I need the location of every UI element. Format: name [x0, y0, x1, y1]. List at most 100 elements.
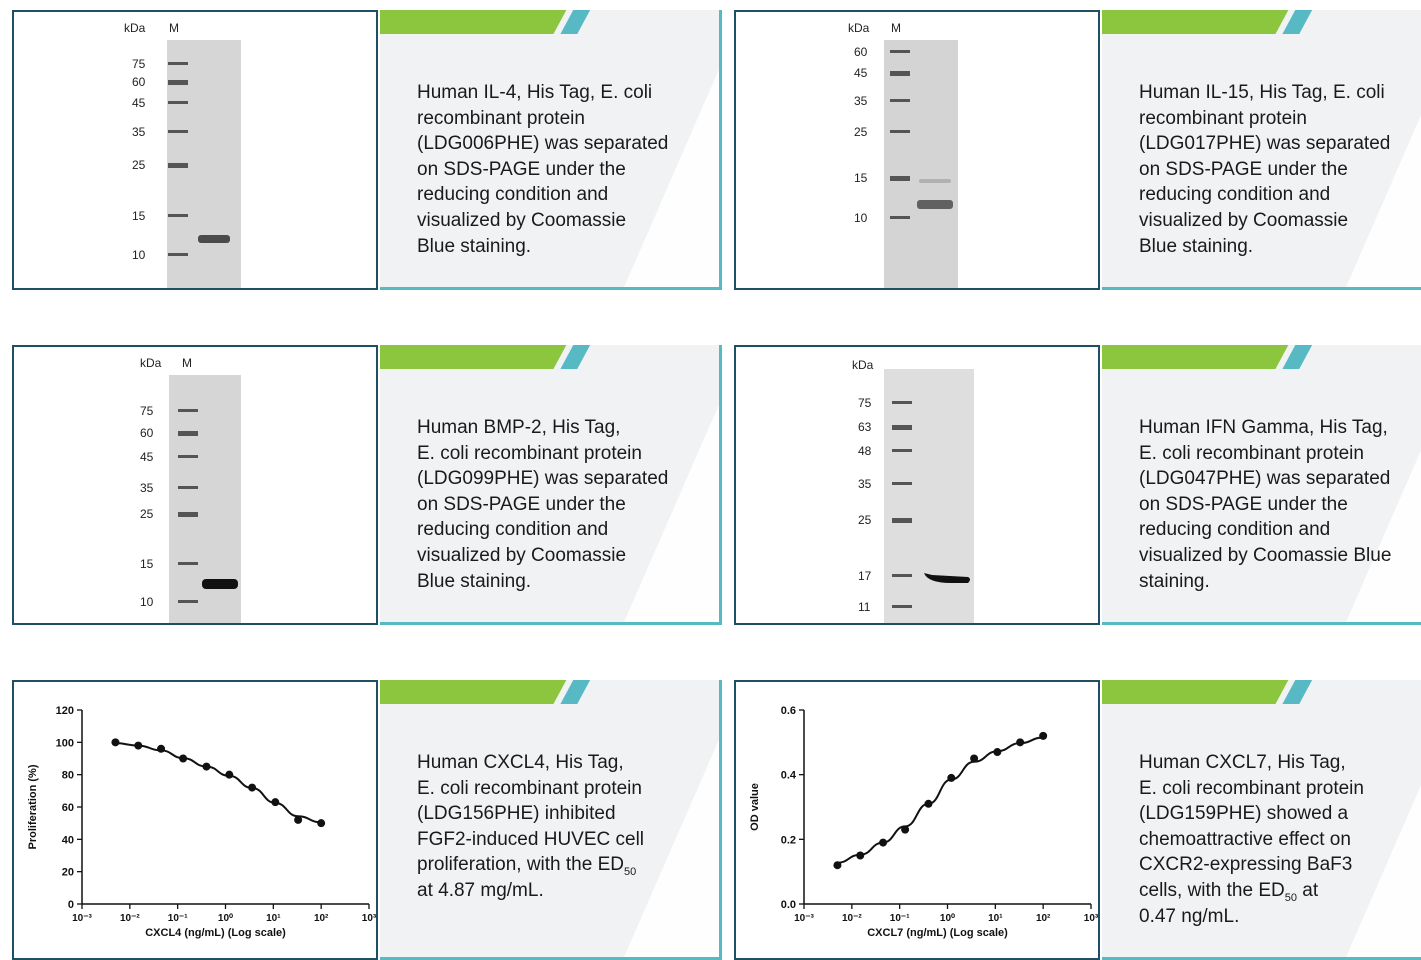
description-line: Human IFN Gamma, His Tag,: [1139, 417, 1388, 438]
description-line: reducing condition and: [417, 184, 609, 206]
chart-cxcl4-svg: 0 20 40 60 80 100 120 10⁻³ 10⁻² 10⁻¹ 10⁰ 10¹ 10² 10³ C…: [27, 705, 377, 939]
gel-image-il15: kDa M 60 45 35 25 15 10: [734, 10, 1100, 290]
marker-label: 17: [858, 569, 872, 583]
description-line: Blue staining.: [1139, 235, 1254, 257]
desc-panel-bmp2: Human BMP-2, His Tag, E. coli recombinant…: [380, 345, 722, 625]
marker-label: 15: [140, 557, 154, 571]
card-cxcl4: 0 20 40 60 80 100 120 10⁻³ 10⁻² 10⁻¹ 10⁰ 10¹ 10² 10³ C…: [12, 680, 722, 960]
description-line: Human IL-4, His Tag, E. coli: [417, 82, 653, 103]
x-axis-label: CXCL4 (ng/mL) (Log scale): [145, 927, 286, 939]
marker-band: [178, 512, 198, 517]
description-line: on SDS-PAGE under the: [1139, 493, 1348, 515]
description-line: Human IL-15, His Tag, E. coli: [1139, 82, 1385, 103]
description-line: (LDG156PHE) inhibited: [417, 803, 616, 825]
ed50-subscript: 50: [1284, 891, 1297, 904]
description-line: on SDS-PAGE under the: [417, 493, 626, 515]
marker-label: 35: [858, 477, 872, 491]
y-tick-label: 0.4: [781, 770, 797, 782]
y-tick-label: 0.6: [781, 705, 796, 717]
description-line: on SDS-PAGE under the: [417, 158, 626, 180]
marker-label: 15: [854, 171, 868, 185]
data-point: [157, 744, 166, 753]
description-line: staining.: [1139, 570, 1210, 592]
y-axis-label: OD value: [749, 783, 761, 831]
y-tick-label: 100: [56, 737, 74, 749]
marker-label: 60: [854, 45, 868, 59]
marker-label: 63: [858, 420, 872, 434]
card-bmp2: kDa M 75 60 45 35 25 15 10 Human BMP-2, His Ta…: [12, 345, 722, 625]
card-cxcl7: 0.0 0.2 0.4 0.6 10⁻³ 10⁻² 10⁻¹ 10⁰ 10¹ 10² 10³ CXCL…: [734, 680, 1421, 960]
marker-band: [892, 401, 912, 404]
x-tick-label: 10⁻²: [842, 913, 862, 924]
description-line: (LDG099PHE) was separated: [417, 468, 669, 490]
data-point: [833, 861, 842, 870]
y-tick-label: 0: [68, 899, 74, 911]
chart-cxcl4: 0 20 40 60 80 100 120 10⁻³ 10⁻² 10⁻¹ 10⁰ 10¹ 10² 10³ C…: [12, 680, 378, 960]
marker-label: 60: [132, 75, 146, 89]
data-point: [271, 798, 280, 807]
data-point: [1039, 731, 1048, 740]
description-line: visualized by Coomassie Blue: [1139, 544, 1392, 566]
gel-kda-label: kDa: [140, 356, 162, 370]
data-point: [879, 838, 888, 847]
protein-band: [202, 579, 238, 589]
marker-label: 35: [132, 125, 146, 139]
desc-panel-cxcl4: Human CXCL4, His Tag, E. coli recombinant…: [380, 680, 722, 960]
marker-band: [168, 62, 188, 65]
marker-band: [178, 600, 198, 603]
marker-band: [890, 216, 910, 219]
gel-m-label: M: [182, 356, 192, 370]
description-line: Blue staining.: [417, 235, 532, 257]
description-il15: Human IL-15, His Tag, E. coli recombinant…: [1139, 80, 1421, 259]
marker-band: [168, 163, 188, 168]
marker-band: [168, 80, 188, 85]
y-tick-label: 40: [62, 834, 74, 846]
description-line: E. coli recombinant protein: [1139, 777, 1364, 799]
description-line: Human CXCL4, His Tag,: [417, 752, 624, 773]
marker-band: [890, 130, 910, 133]
card-ifng: kDa 75 63 48 35 25 17 11 Human IFN Gamma, His …: [734, 345, 1421, 625]
data-point: [924, 799, 933, 808]
ed50-subscript: 50: [624, 866, 637, 879]
marker-label: 75: [132, 57, 146, 71]
description-line: visualized by Coomassie: [1139, 209, 1349, 231]
marker-label: 35: [854, 94, 868, 108]
x-axis-label: CXCL7 (ng/mL) (Log scale): [867, 927, 1008, 939]
y-tick-label: 20: [62, 867, 74, 879]
data-point: [179, 754, 188, 763]
x-tick-label: 10⁻³: [72, 913, 92, 924]
marker-label: 10: [132, 248, 146, 262]
description-line: E. coli recombinant protein: [417, 777, 642, 799]
gel-image-bmp2: kDa M 75 60 45 35 25 15 10: [12, 345, 378, 625]
description-line: 0.47 ng/mL.: [1139, 905, 1240, 927]
description-bmp2: Human BMP-2, His Tag, E. coli recombinant…: [417, 415, 717, 594]
marker-band: [168, 101, 188, 104]
chart-cxcl7: 0.0 0.2 0.4 0.6 10⁻³ 10⁻² 10⁻¹ 10⁰ 10¹ 10² 10³ CXCL…: [734, 680, 1100, 960]
marker-label: 10: [854, 211, 868, 225]
description-line: on SDS-PAGE under the: [1139, 158, 1348, 180]
marker-label: 75: [140, 404, 154, 418]
x-tick-label: 10³: [362, 913, 377, 924]
marker-label: 10: [140, 595, 154, 609]
description-line: E. coli recombinant protein: [1139, 442, 1364, 464]
description-line: reducing condition and: [1139, 519, 1331, 541]
x-tick-label: 10⁻³: [794, 913, 814, 924]
desc-panel-il4: Human IL-4, His Tag, E. coli recombinant …: [380, 10, 722, 290]
x-tick-label: 10²: [1036, 913, 1051, 924]
description-line: CXCR2-expressing BaF3: [1139, 854, 1353, 876]
data-point: [1016, 738, 1025, 747]
x-tick-label: 10⁰: [218, 913, 233, 924]
marker-band: [178, 431, 198, 436]
description-cxcl7: Human CXCL7, His Tag, E. coli recombinant…: [1139, 750, 1421, 929]
description-line: visualized by Coomassie: [417, 544, 627, 566]
marker-label: 25: [140, 507, 154, 521]
y-tick-label: 0.0: [781, 899, 796, 911]
gel-bmp2: kDa M 75 60 45 35 25 15 10: [140, 356, 241, 623]
description-line: Human BMP-2, His Tag,: [417, 417, 621, 438]
gel-m-label: M: [169, 21, 179, 35]
data-point: [856, 851, 865, 860]
chart-cxcl7-svg: 0.0 0.2 0.4 0.6 10⁻³ 10⁻² 10⁻¹ 10⁰ 10¹ 10² 10³ CXCL…: [749, 705, 1098, 939]
data-point: [111, 738, 120, 747]
data-point: [294, 815, 303, 824]
marker-label: 11: [858, 600, 871, 614]
